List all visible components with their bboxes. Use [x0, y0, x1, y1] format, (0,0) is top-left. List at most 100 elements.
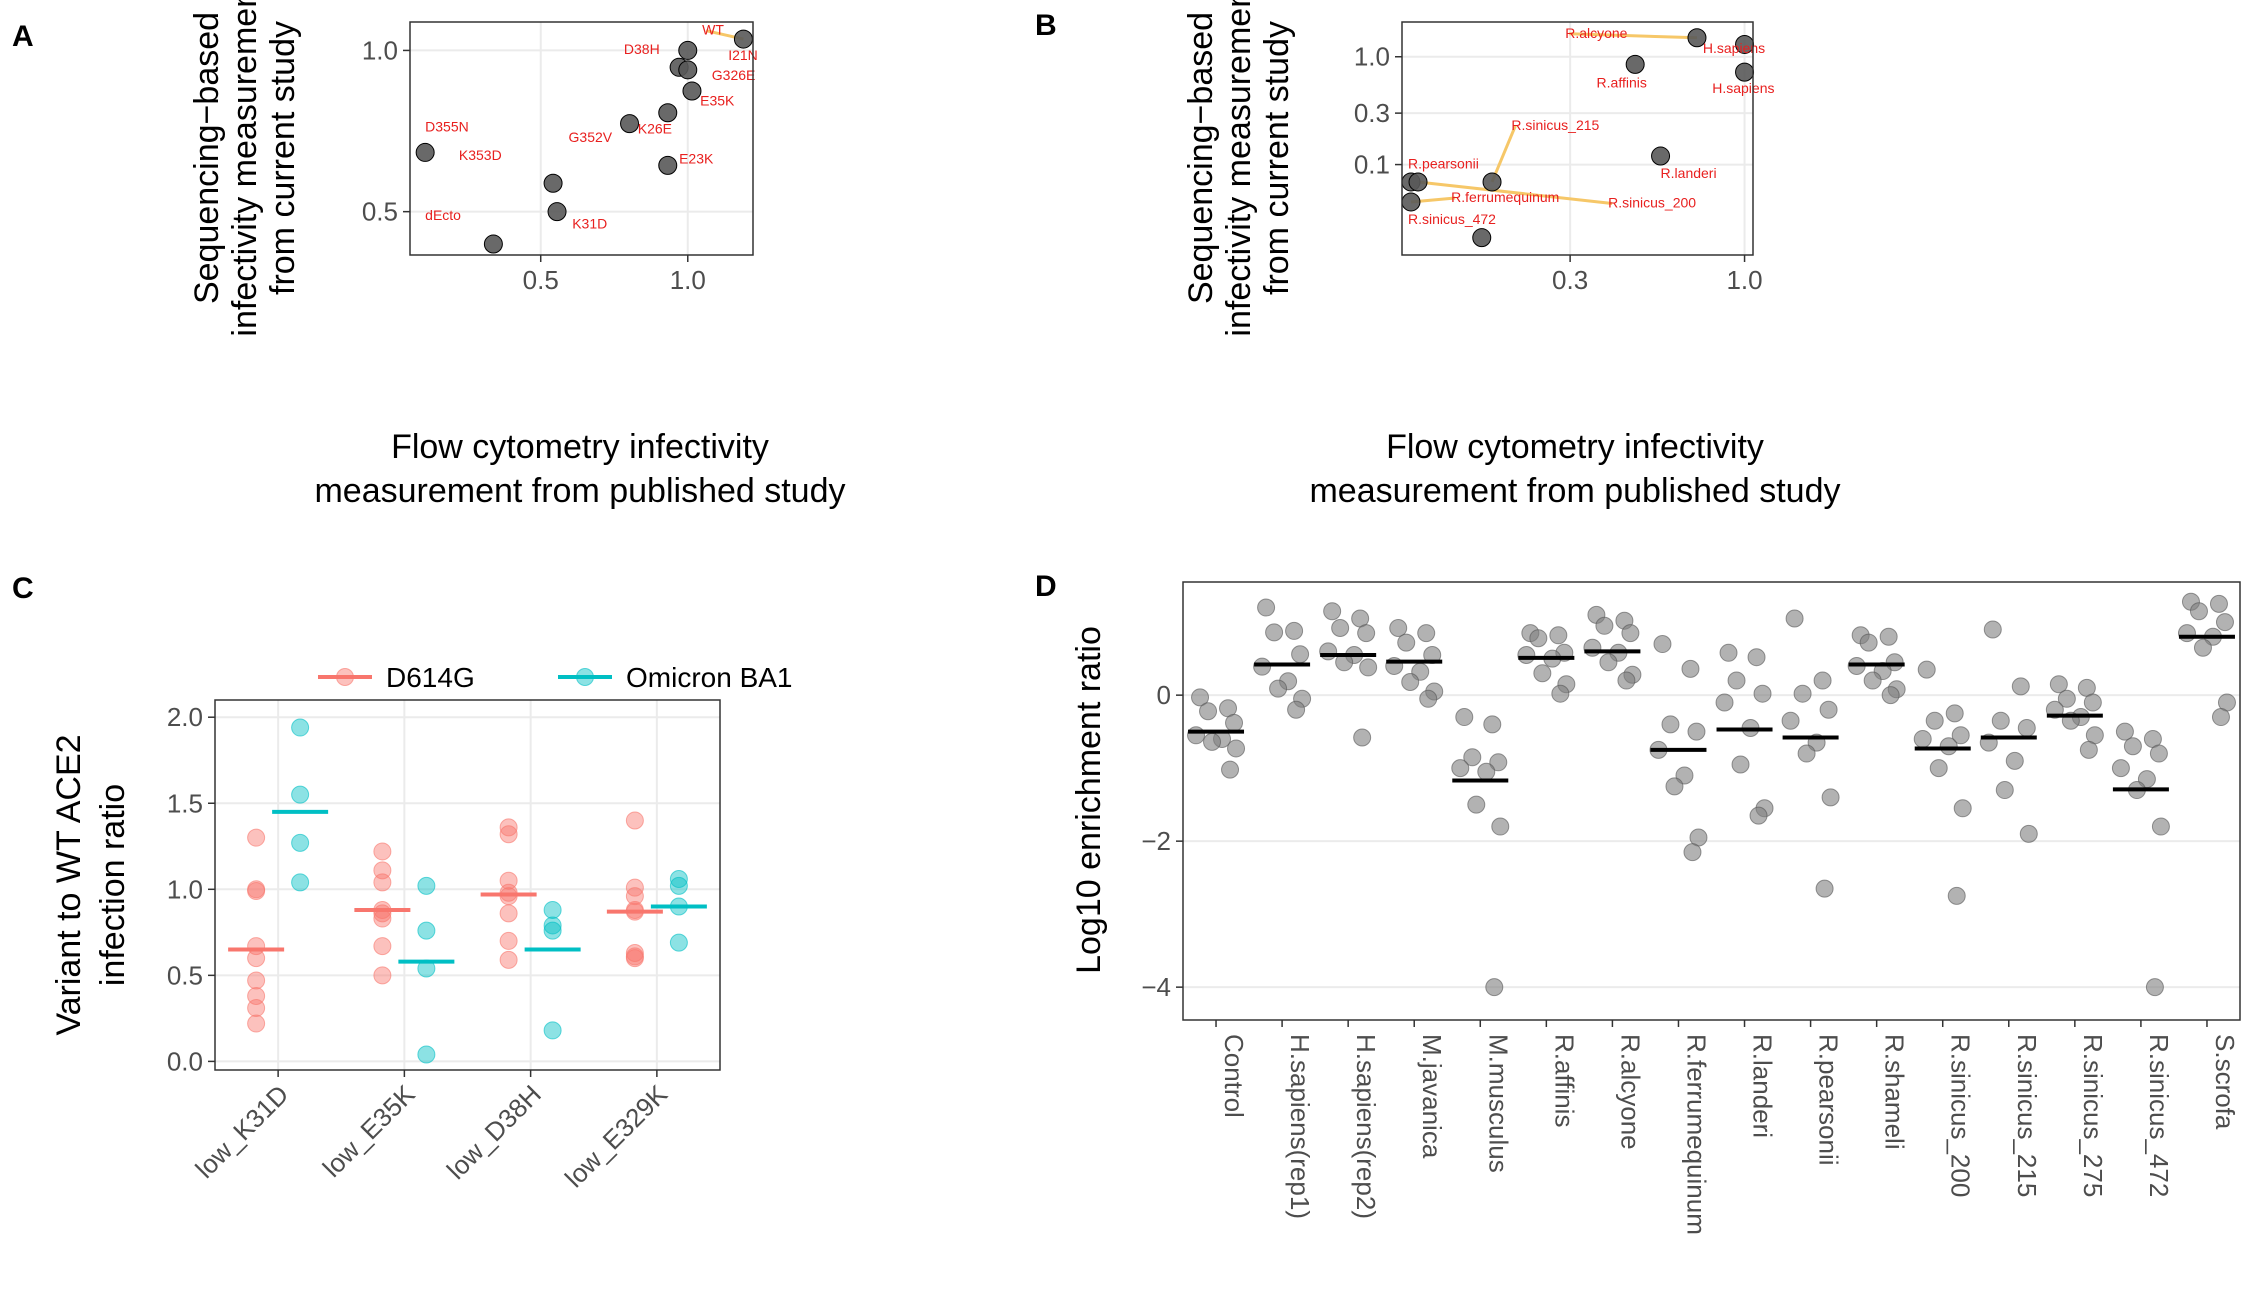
y-axis-title-line: from current study: [264, 21, 302, 295]
data-point: [373, 937, 392, 956]
x-axis-title-line: Flow cytometry infectivity: [391, 428, 769, 466]
data-point: [2057, 689, 2076, 708]
data-point: [2017, 719, 2036, 737]
data-point: [2079, 740, 2098, 759]
point-label: H.sapiens: [1703, 40, 1765, 56]
data-point: [1191, 688, 1210, 707]
data-point: [678, 40, 698, 60]
y-tick-label: 0.0: [167, 1046, 203, 1076]
panel-letter-d: D: [1035, 570, 1057, 603]
data-point: [1408, 172, 1428, 192]
data-point: [669, 933, 688, 952]
data-point: [1719, 643, 1738, 662]
y-axis-title-line: from current study: [1258, 21, 1296, 295]
label-connector: [1490, 125, 1517, 183]
data-point: [543, 1021, 562, 1040]
data-point: [499, 931, 518, 950]
data-point: [2011, 677, 2030, 696]
y-axis-title-line: Sequencing−based: [188, 12, 226, 304]
x-tick-label: R.landeri: [1748, 1034, 1778, 1138]
data-point: [1477, 762, 1496, 781]
data-point: [1819, 700, 1838, 719]
data-point: [1455, 708, 1474, 727]
data-point: [2019, 824, 2038, 843]
x-tick-label: 0.3: [1552, 265, 1588, 295]
point-label: D38H: [624, 41, 660, 57]
data-point: [1357, 624, 1376, 643]
y-axis-title-line: infectivity measurement: [226, 0, 264, 337]
x-tick-label: 1.0: [1726, 265, 1762, 295]
data-point: [2189, 602, 2208, 621]
point-label: R.ferrumequinum: [1451, 189, 1559, 205]
data-point: [1781, 711, 1800, 730]
data-point: [2193, 638, 2212, 657]
data-point: [1983, 620, 2002, 639]
data-point: [1397, 633, 1416, 652]
point-label: G352V: [569, 129, 613, 145]
plot-background: [215, 700, 720, 1070]
data-point: [291, 718, 310, 737]
data-point: [291, 833, 310, 852]
data-point: [1815, 879, 1834, 898]
point-label: R.pearsonii: [1408, 155, 1479, 171]
data-point: [2149, 744, 2168, 763]
data-point: [2151, 817, 2170, 836]
data-point: [1813, 671, 1832, 690]
data-point: [1687, 722, 1706, 741]
data-point: [1947, 886, 1966, 905]
data-point: [499, 825, 518, 844]
data-point: [1727, 671, 1746, 690]
point-label: R.sinicus_200: [1608, 194, 1696, 210]
x-tick-label: R.sinicus_275: [2078, 1034, 2108, 1197]
data-point: [1489, 753, 1508, 772]
data-point: [1353, 728, 1372, 747]
x-tick-label: 1.0: [670, 265, 706, 295]
data-point: [2177, 624, 2196, 643]
data-point: [620, 114, 640, 134]
data-point: [1929, 759, 1948, 778]
data-point: [733, 29, 753, 49]
data-point: [1715, 693, 1734, 712]
data-point: [1939, 737, 1958, 756]
data-point: [2005, 751, 2024, 770]
data-point: [2115, 722, 2134, 741]
data-point: [1953, 799, 1972, 818]
data-point: [1285, 621, 1304, 640]
data-point: [543, 916, 562, 935]
x-axis-title-line: measurement from published study: [314, 472, 845, 510]
y-tick-label: −4: [1141, 972, 1171, 1002]
point-label: dEcto: [425, 207, 461, 223]
data-point: [1291, 645, 1310, 664]
data-point: [1551, 684, 1570, 703]
data-point: [247, 882, 266, 901]
y-axis-title-line: Variant to WT ACE2: [50, 734, 88, 1035]
x-tick-label: H.sapiens(rep1): [1285, 1034, 1315, 1219]
data-point: [682, 81, 702, 101]
x-tick-label: R.affinis: [1549, 1034, 1579, 1127]
data-point: [1599, 653, 1618, 672]
point-label: R.sinicus_215: [1511, 117, 1599, 133]
data-point: [1683, 843, 1702, 862]
data-point: [1517, 646, 1536, 664]
x-tick-label: low_D38H: [441, 1079, 547, 1185]
data-point: [2209, 594, 2228, 613]
data-point: [1451, 759, 1470, 778]
data-point: [1821, 788, 1840, 807]
plot-border: [214, 699, 721, 1071]
data-point: [2111, 759, 2130, 778]
point-label: I21N: [728, 47, 758, 63]
data-point: [1651, 146, 1671, 166]
data-point: [1945, 704, 1964, 723]
data-point: [1859, 633, 1878, 652]
x-tick-label: M.musculus: [1483, 1034, 1513, 1173]
data-point: [2215, 613, 2234, 632]
data-point: [1485, 978, 1504, 997]
y-tick-label: 0.5: [167, 960, 203, 990]
data-point: [247, 828, 266, 847]
data-point: [1491, 817, 1510, 836]
data-point: [1331, 618, 1350, 637]
data-point: [1747, 648, 1766, 667]
data-point: [1951, 726, 1970, 745]
data-point: [1879, 627, 1898, 646]
